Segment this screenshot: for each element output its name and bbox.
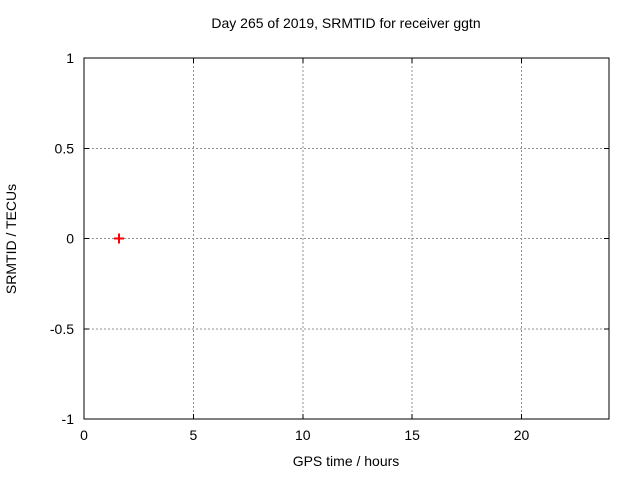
plot-border-rect: [83, 57, 610, 420]
gridlines: [84, 58, 609, 419]
x-tick-label: 5: [189, 427, 197, 443]
y-tick-label: 1: [66, 50, 74, 66]
tick-labels: 0 5 10 15 20 -1 -0.5 0 0.5 1: [50, 50, 530, 443]
x-tick-label: 0: [80, 427, 88, 443]
chart-title: Day 265 of 2019, SRMTID for receiver ggt…: [211, 15, 480, 31]
y-axis-label: SRMTID / TECUs: [3, 184, 19, 294]
y-tick-label: -0.5: [50, 321, 74, 337]
data-point-marker: [114, 233, 124, 244]
plot-border: [83, 57, 610, 420]
x-tick-label: 10: [295, 427, 311, 443]
x-tick-label: 15: [404, 427, 420, 443]
y-tick-label: -1: [62, 411, 75, 427]
x-axis-label: GPS time / hours: [293, 453, 400, 469]
y-tick-label: 0: [66, 231, 74, 247]
data-points: [114, 233, 124, 244]
x-tick-label: 20: [514, 427, 530, 443]
axis-ticks: [83, 57, 609, 420]
y-tick-label: 0.5: [55, 140, 75, 156]
